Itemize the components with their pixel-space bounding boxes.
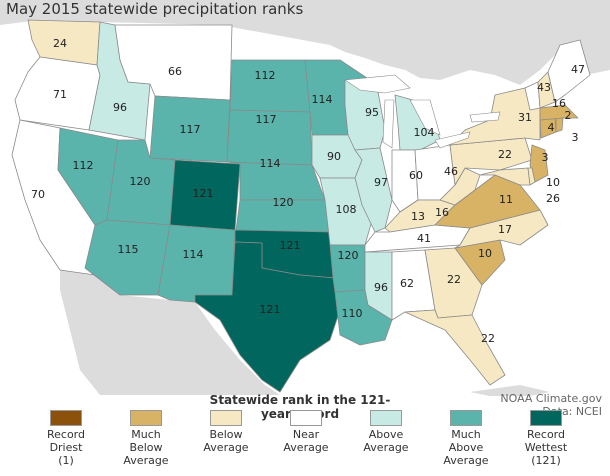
legend-item-below: Below Average [186, 410, 266, 454]
label-in: 60 [409, 169, 423, 182]
legend-label: Record Wettest (121) [524, 428, 568, 467]
label-wi: 95 [365, 106, 379, 119]
label-nh: 16 [552, 97, 566, 110]
label-ks: 120 [273, 196, 294, 209]
label-az: 115 [118, 243, 139, 256]
label-ma: 2 [565, 109, 572, 122]
label-nd: 112 [255, 69, 276, 82]
state-fl [404, 309, 506, 386]
lake-superior [344, 74, 411, 94]
label-ok: 121 [280, 239, 301, 252]
legend-swatch [290, 410, 322, 426]
lake-michigan [382, 99, 395, 149]
label-ia: 90 [327, 150, 341, 163]
label-tn: 41 [417, 232, 431, 245]
legend-label: Below Average [203, 428, 249, 454]
label-mt: 66 [168, 65, 182, 78]
label-md: 26 [546, 192, 560, 205]
label-ga: 22 [447, 273, 461, 286]
state-nm [157, 224, 236, 303]
legend-item-record-wettest: Record Wettest (121) [506, 410, 586, 467]
label-nc: 17 [498, 223, 512, 236]
legend-label: Record Driest (1) [46, 428, 85, 467]
cuba-land [470, 385, 550, 396]
label-ri: 3 [572, 131, 579, 144]
state-tx [194, 241, 341, 393]
canada-land [0, 0, 610, 85]
label-ms: 96 [374, 281, 388, 294]
legend-swatch [450, 410, 482, 426]
label-pa: 22 [498, 148, 512, 161]
lake-ontario [469, 111, 501, 123]
label-ny: 31 [518, 111, 532, 124]
label-id: 96 [113, 101, 127, 114]
state-ri [555, 117, 564, 133]
label-sc: 10 [478, 247, 492, 260]
state-ms [364, 251, 393, 321]
label-de: 10 [546, 176, 560, 189]
label-il: 97 [374, 176, 388, 189]
label-ut: 120 [130, 175, 151, 188]
label-mn: 114 [312, 93, 333, 106]
label-co: 121 [193, 187, 214, 200]
label-al: 62 [400, 277, 414, 290]
label-ky: 13 [411, 210, 425, 223]
label-or: 71 [53, 88, 67, 101]
label-nj: 3 [542, 151, 549, 164]
legend-item-record-driest: Record Driest (1) [26, 410, 106, 467]
label-mi: 104 [414, 126, 435, 139]
great-lakes [344, 74, 501, 149]
label-wy: 117 [180, 123, 201, 136]
legend-swatch [210, 410, 242, 426]
legend-swatch [50, 410, 82, 426]
credit-noaa: NOAA Climate.gov [500, 392, 602, 405]
label-ca: 70 [31, 188, 45, 201]
state-de [527, 167, 536, 186]
legend-swatch [370, 410, 402, 426]
label-oh: 46 [444, 165, 458, 178]
label-wa: 24 [53, 37, 67, 50]
label-mo: 108 [336, 203, 357, 216]
state-nj [529, 144, 549, 183]
state-nd [229, 59, 311, 113]
label-va: 11 [499, 193, 513, 206]
label-tx: 121 [260, 303, 281, 316]
label-vt: 43 [537, 81, 551, 94]
legend-swatch [530, 410, 562, 426]
legend-label: Much Above Average [443, 428, 489, 467]
label-me: 47 [571, 63, 585, 76]
label-ne: 114 [260, 157, 281, 170]
legend-label: Much Below Average [123, 428, 169, 467]
legend-item-much-below: Much Below Average [106, 410, 186, 467]
state-mt [114, 24, 233, 101]
legend-item-near: Near Average [266, 410, 346, 454]
lake-erie [434, 131, 471, 149]
label-ar: 120 [338, 249, 359, 262]
label-sd: 117 [256, 113, 277, 126]
legend-swatch [130, 410, 162, 426]
label-la: 110 [342, 307, 363, 320]
map-title: May 2015 statewide precipitation ranks [6, 0, 304, 18]
legend: Record Driest (1) Much Below Average Below Av… [0, 410, 610, 476]
label-nm: 114 [183, 248, 204, 261]
state-ma [539, 104, 579, 121]
mexico-land [60, 240, 280, 395]
legend-label: Above Average [363, 428, 409, 454]
state-me [547, 39, 591, 103]
label-ct: 4 [548, 121, 555, 134]
label-wv: 16 [435, 206, 449, 219]
lake-huron [409, 99, 441, 136]
legend-label: Near Average [283, 428, 329, 454]
legend-item-much-above: Much Above Average [426, 410, 506, 467]
label-nv: 112 [73, 159, 94, 172]
legend-item-above: Above Average [346, 410, 426, 454]
label-fl: 22 [481, 332, 495, 345]
